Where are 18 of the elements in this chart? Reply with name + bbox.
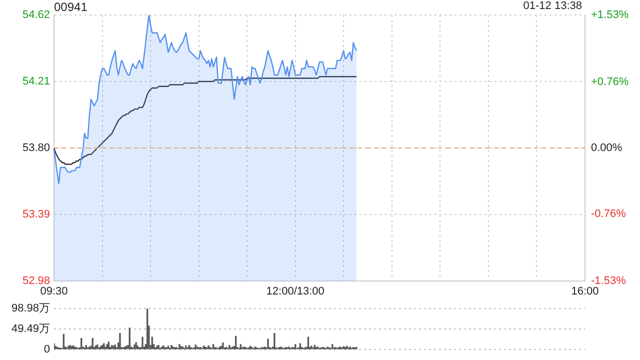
- y-tick-label: 54.21: [22, 76, 50, 88]
- y-tick-label: 49.49万: [11, 323, 50, 336]
- chart-subtitle: 01-12 13:38: [523, 0, 582, 12]
- x-tick-label: 12:00/13:00: [266, 286, 324, 298]
- y-tick-label: 0: [44, 343, 50, 356]
- y2-tick-label: 0.00%: [591, 142, 622, 154]
- chart-title: 00941: [54, 0, 88, 14]
- y-tick-label: 53.80: [22, 142, 50, 154]
- y2-tick-label: -1.53%: [591, 275, 626, 288]
- x-tick-label: 16:00: [571, 286, 599, 298]
- y2-tick-label: +1.53%: [591, 9, 629, 22]
- y2-tick-label: -0.76%: [591, 208, 626, 220]
- y-tick-label: 52.98: [22, 275, 50, 288]
- y2-tick-label: +0.76%: [591, 76, 629, 88]
- y-tick-label: 54.62: [22, 9, 50, 22]
- y-tick-label: 98.98万: [11, 302, 50, 315]
- y-tick-label: 53.39: [22, 208, 50, 221]
- x-tick-label: 09:30: [40, 286, 68, 298]
